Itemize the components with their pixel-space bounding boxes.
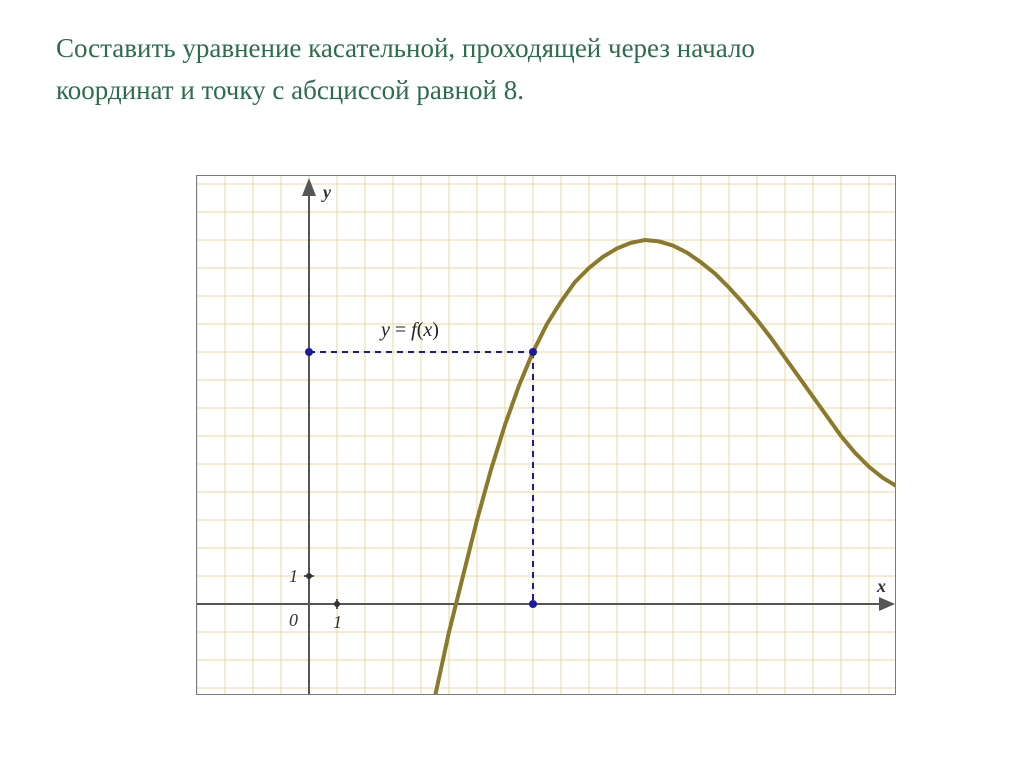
svg-text:0: 0 <box>289 610 298 630</box>
svg-text:1: 1 <box>289 566 298 586</box>
function-chart: y x 0 1 1 y = f(x) <box>197 176 896 695</box>
chart-panel: y x 0 1 1 y = f(x) <box>196 175 896 695</box>
svg-text:1: 1 <box>333 612 342 632</box>
svg-text:y: y <box>321 182 332 202</box>
svg-text:x: x <box>876 576 886 596</box>
equation-label: y = f(x) <box>379 319 439 341</box>
problem-title: Составить уравнение касательной, проходя… <box>56 28 968 112</box>
title-line-1: Составить уравнение касательной, проходя… <box>56 33 755 63</box>
title-line-2: координат и точку с абсциссой равной 8. <box>56 75 524 105</box>
